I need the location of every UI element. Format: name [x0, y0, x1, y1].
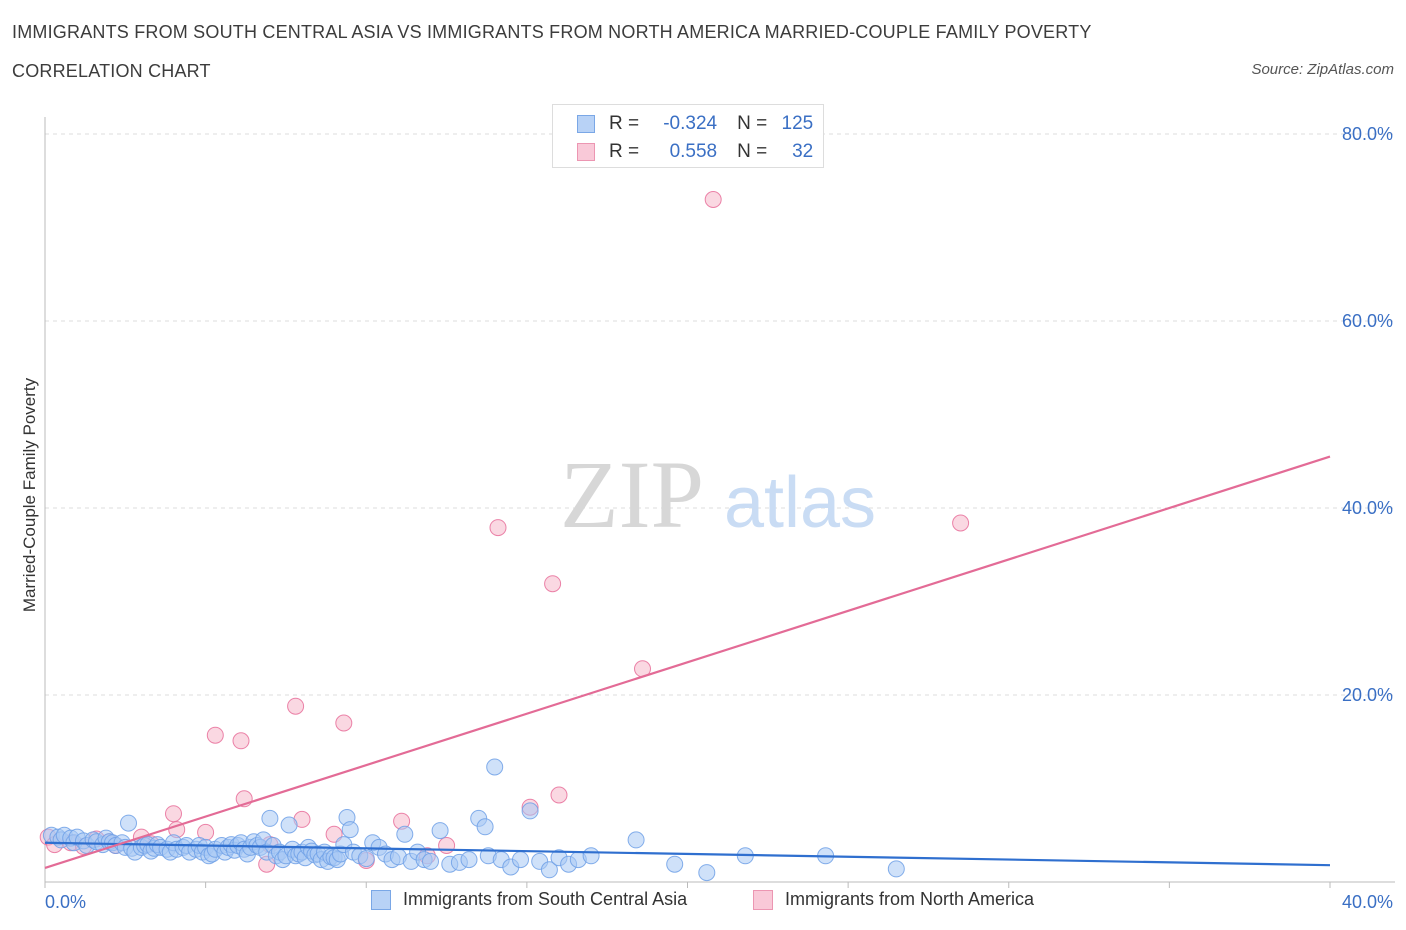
- correlation-legend: R = -0.324 N = 125 R = 0.558 N = 32: [552, 104, 824, 168]
- legend-row-south-central-asia: R = -0.324 N = 125: [577, 111, 813, 137]
- point-south-central-asia: [280, 816, 298, 834]
- point-south-central-asia: [460, 851, 478, 869]
- y-tick-label: 60.0%: [1342, 311, 1393, 331]
- point-north-america: [544, 575, 562, 593]
- point-south-central-asia: [357, 850, 375, 868]
- legend-swatch-pink: [577, 143, 595, 161]
- watermark: ZIP atlas: [560, 441, 876, 548]
- legend-n-label: N =: [737, 141, 768, 162]
- point-north-america: [335, 714, 353, 732]
- bottom-legend-swatch-blue: [371, 889, 391, 910]
- point-south-central-asia: [698, 864, 716, 882]
- legend-swatch-blue: [577, 115, 595, 133]
- point-north-america: [232, 732, 250, 750]
- point-north-america: [952, 514, 970, 532]
- watermark-zip: ZIP: [560, 441, 704, 548]
- point-south-central-asia: [486, 758, 504, 776]
- axes: [44, 117, 1395, 888]
- legend-n-value: 125: [781, 113, 814, 134]
- point-south-central-asia: [476, 818, 494, 836]
- chart-title: IMMIGRANTS FROM SOUTH CENTRAL ASIA VS IM…: [12, 22, 1092, 42]
- y-tick-label: 80.0%: [1342, 124, 1393, 144]
- point-north-america: [489, 519, 507, 537]
- bottom-legend-south-central-asia: Immigrants from South Central Asia: [371, 889, 687, 910]
- legend-n-label: N =: [737, 113, 768, 134]
- legend-r-value: -0.324: [663, 113, 718, 134]
- point-north-america: [550, 786, 568, 804]
- point-south-central-asia: [422, 852, 439, 870]
- point-south-central-asia: [540, 861, 558, 879]
- gridlines: [45, 133, 1395, 696]
- point-north-america: [206, 726, 224, 744]
- x-tick-label: 40.0%: [1342, 892, 1393, 912]
- bottom-legend-label: Immigrants from North America: [785, 889, 1035, 909]
- point-south-central-asia: [887, 860, 905, 878]
- point-north-america: [438, 837, 456, 854]
- point-south-central-asia: [431, 822, 449, 840]
- point-north-america: [704, 191, 722, 208]
- point-south-central-asia: [261, 809, 279, 827]
- y-tick-label: 20.0%: [1342, 685, 1393, 705]
- point-south-central-asia: [120, 814, 137, 832]
- watermark-atlas: atlas: [724, 463, 876, 543]
- bottom-legend-label: Immigrants from South Central Asia: [403, 889, 688, 909]
- point-north-america: [287, 697, 305, 715]
- trend-line-north-america: [44, 455, 1331, 870]
- legend-row-north-america: R = 0.558 N = 32: [577, 139, 813, 165]
- point-south-central-asia: [666, 855, 684, 873]
- point-north-america: [165, 805, 182, 823]
- legend-r-label: R =: [609, 141, 640, 162]
- chart-subtitle: CORRELATION CHART: [12, 61, 211, 81]
- legend-n-value: 32: [792, 141, 814, 162]
- point-south-central-asia: [341, 821, 359, 839]
- bottom-legend-north-america: Immigrants from North America: [753, 889, 1034, 910]
- point-south-central-asia: [521, 802, 539, 820]
- x-tick-label: 0.0%: [45, 892, 86, 912]
- point-south-central-asia: [396, 825, 414, 843]
- point-south-central-asia: [512, 851, 529, 869]
- legend-r-value: 0.558: [669, 141, 718, 162]
- trend-lines: [44, 455, 1331, 870]
- point-south-central-asia: [582, 847, 600, 865]
- y-tick-label: 40.0%: [1342, 498, 1393, 518]
- legend-r-label: R =: [609, 113, 640, 134]
- tick-labels: 20.0% 40.0% 60.0% 80.0% 0.0% 40.0%: [45, 124, 1393, 912]
- bottom-legend-swatch-pink: [753, 889, 773, 910]
- point-south-central-asia: [627, 831, 645, 849]
- source-credit: Source: ZipAtlas.com: [1251, 61, 1394, 78]
- trend-line-south-central-asia: [44, 841, 1331, 867]
